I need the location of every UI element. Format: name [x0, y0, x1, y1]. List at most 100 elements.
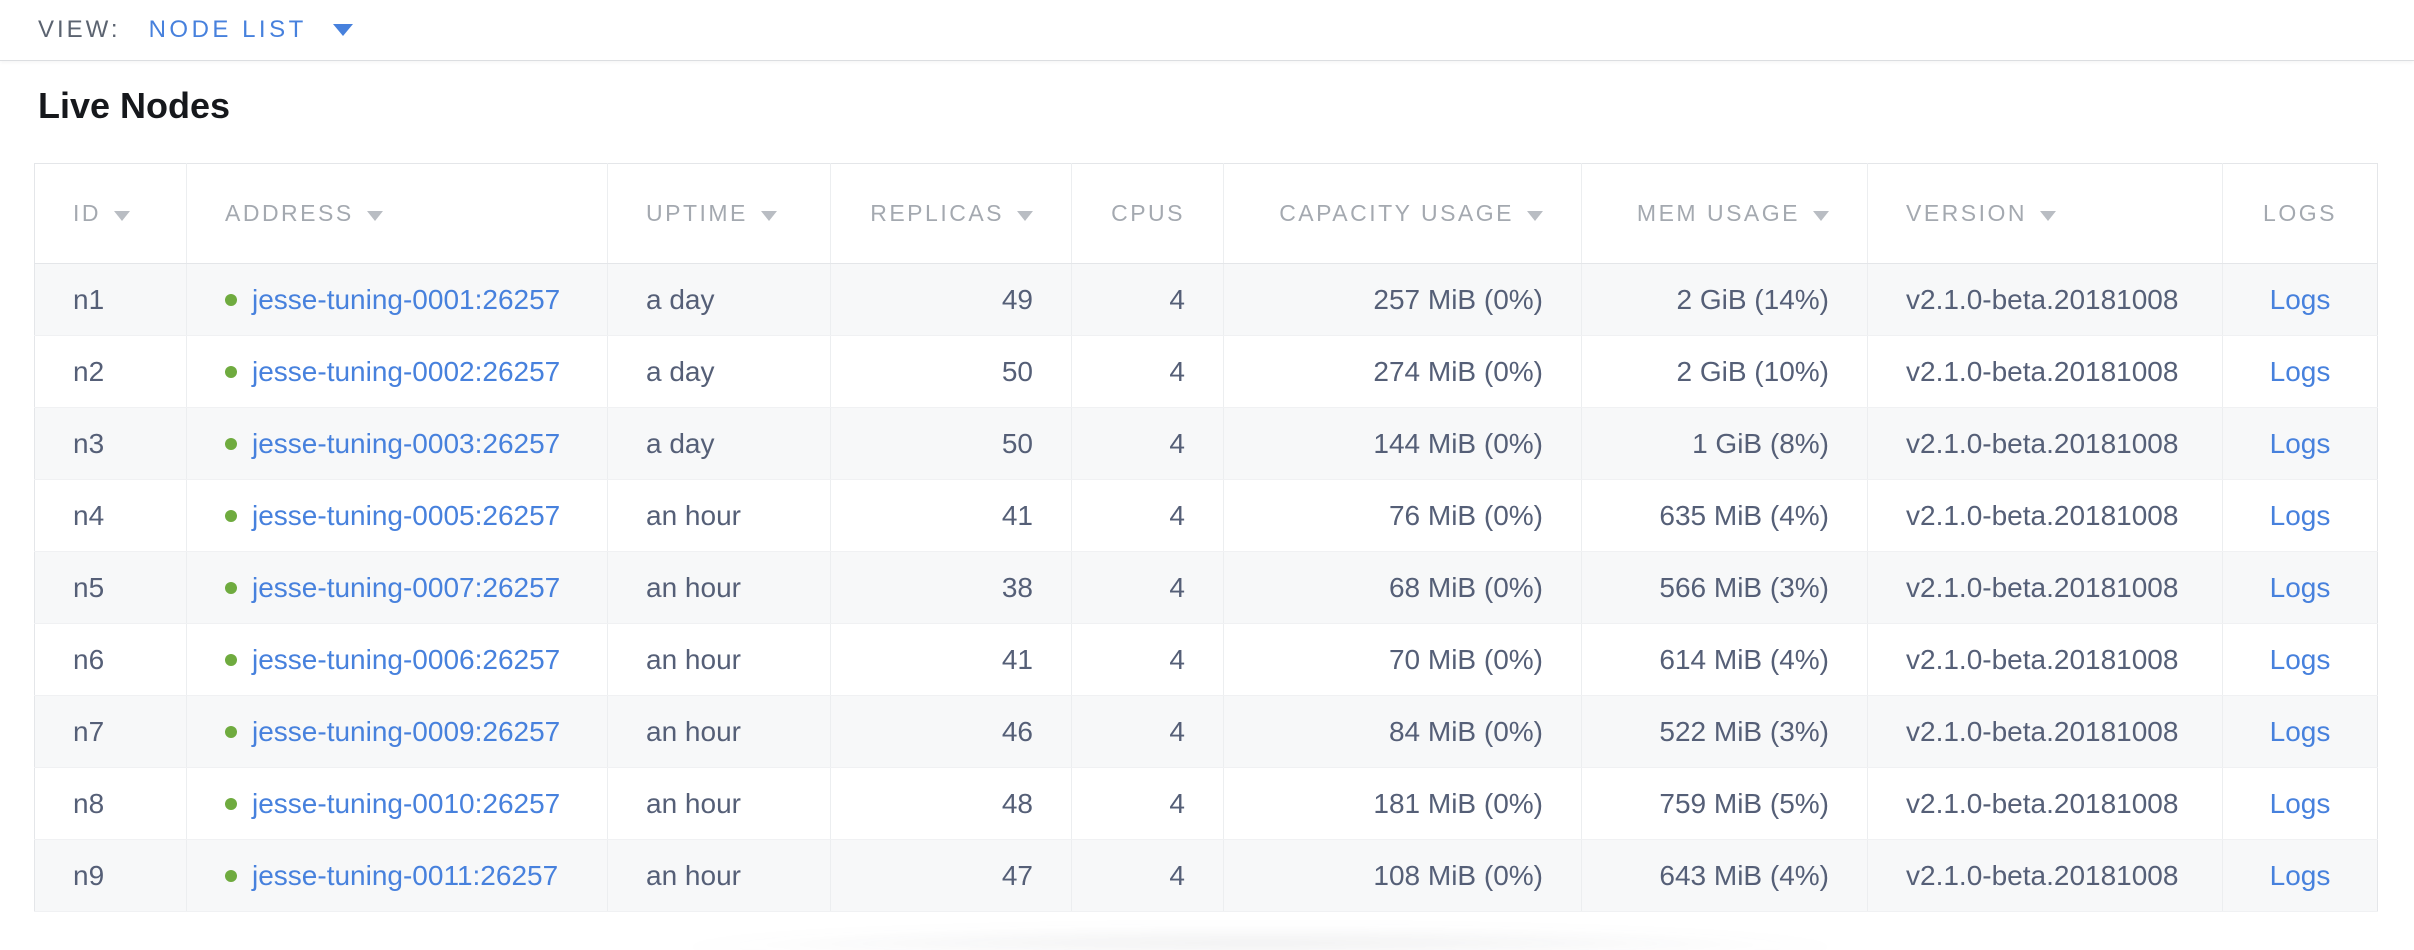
- node-live-status-icon: [225, 653, 237, 666]
- cell-cpus: 4: [1071, 263, 1224, 336]
- cell-capacity: 181 MiB (0%): [1223, 767, 1582, 840]
- node-address-link[interactable]: jesse-tuning-0002:26257: [252, 355, 561, 387]
- sort-caret-icon: [760, 211, 777, 221]
- node-logs-link[interactable]: Logs: [2269, 499, 2331, 531]
- cell-mem: 1 GiB (8%): [1581, 407, 1868, 480]
- node-live-status-icon: [225, 509, 237, 522]
- page-title: Live Nodes: [38, 85, 231, 126]
- cell-capacity: 274 MiB (0%): [1223, 335, 1582, 408]
- column-header-logs: LOGS: [2222, 163, 2378, 264]
- cell-version: v2.1.0-beta.20181008: [1867, 479, 2223, 552]
- cell-logs: Logs: [2222, 623, 2378, 696]
- node-address-link[interactable]: jesse-tuning-0011:26257: [252, 859, 559, 891]
- header-row: ID ADDRESS UPTIME REPLICAS CPUS CAPACITY USAG…: [34, 163, 2378, 264]
- node-address-link[interactable]: jesse-tuning-0007:26257: [252, 571, 561, 603]
- node-logs-link[interactable]: Logs: [2269, 859, 2331, 891]
- cell-cpus: 4: [1071, 479, 1224, 552]
- node-address-link[interactable]: jesse-tuning-0010:26257: [252, 787, 561, 819]
- node-live-status-icon: [225, 437, 237, 450]
- cell-replicas: 49: [830, 263, 1072, 336]
- column-header-mem[interactable]: MEM USAGE: [1581, 163, 1868, 264]
- cell-uptime: a day: [607, 263, 831, 336]
- column-header-address[interactable]: ADDRESS: [186, 163, 608, 264]
- cell-uptime: an hour: [607, 479, 831, 552]
- sort-caret-icon: [2040, 211, 2057, 221]
- cell-uptime: an hour: [607, 839, 831, 912]
- node-address: jesse-tuning-0002:26257: [225, 356, 569, 388]
- cell-uptime: an hour: [607, 551, 831, 624]
- cell-cpus: 4: [1071, 335, 1224, 408]
- cell-mem: 522 MiB (3%): [1581, 695, 1868, 768]
- cell-mem: 614 MiB (4%): [1581, 623, 1868, 696]
- node-address-link[interactable]: jesse-tuning-0009:26257: [252, 715, 561, 747]
- cell-version: v2.1.0-beta.20181008: [1867, 695, 2223, 768]
- cell-id: n8: [34, 767, 187, 840]
- cell-address: jesse-tuning-0007:26257: [186, 551, 608, 624]
- cell-id: n9: [34, 839, 187, 912]
- cell-id: n7: [34, 695, 187, 768]
- column-header-id[interactable]: ID: [34, 163, 187, 264]
- node-address-link[interactable]: jesse-tuning-0005:26257: [252, 499, 561, 531]
- cell-version: v2.1.0-beta.20181008: [1867, 407, 2223, 480]
- table-row: n6 jesse-tuning-0006:26257 an hour 41 4 70 Mi…: [34, 623, 2378, 696]
- cell-capacity: 76 MiB (0%): [1223, 479, 1582, 552]
- cell-address: jesse-tuning-0002:26257: [186, 335, 608, 408]
- node-logs-link[interactable]: Logs: [2269, 643, 2331, 675]
- cell-id: n2: [34, 335, 187, 408]
- node-logs-link[interactable]: Logs: [2269, 355, 2331, 387]
- cell-address: jesse-tuning-0010:26257: [186, 767, 608, 840]
- cell-mem: 566 MiB (3%): [1581, 551, 1868, 624]
- live-nodes-table-container: ID ADDRESS UPTIME REPLICAS CPUS CAPACITY USAG…: [34, 163, 2378, 912]
- column-header-label: ADDRESS: [225, 200, 354, 226]
- column-header-version[interactable]: VERSION: [1867, 163, 2223, 264]
- cell-mem: 635 MiB (4%): [1581, 479, 1868, 552]
- view-selector-dropdown[interactable]: NODE LIST: [149, 16, 353, 44]
- node-live-status-icon: [225, 869, 237, 882]
- cell-id: n3: [34, 407, 187, 480]
- column-header-label: CAPACITY USAGE: [1279, 200, 1514, 226]
- sort-caret-icon: [1017, 211, 1033, 221]
- table-row: n2 jesse-tuning-0002:26257 a day 50 4 274 MiB…: [34, 335, 2378, 408]
- cell-capacity: 257 MiB (0%): [1223, 263, 1582, 336]
- cell-version: v2.1.0-beta.20181008: [1867, 839, 2223, 912]
- cell-logs: Logs: [2222, 839, 2378, 912]
- node-address: jesse-tuning-0011:26257: [225, 860, 569, 892]
- cell-version: v2.1.0-beta.20181008: [1867, 263, 2223, 336]
- cell-version: v2.1.0-beta.20181008: [1867, 767, 2223, 840]
- column-header-capacity[interactable]: CAPACITY USAGE: [1223, 163, 1582, 264]
- below-fold-shadow: [500, 916, 2020, 950]
- cell-replicas: 41: [830, 479, 1072, 552]
- table-row: n8 jesse-tuning-0010:26257 an hour 48 4 181 M…: [34, 767, 2378, 840]
- cell-address: jesse-tuning-0005:26257: [186, 479, 608, 552]
- node-address-link[interactable]: jesse-tuning-0006:26257: [252, 643, 561, 675]
- cell-capacity: 70 MiB (0%): [1223, 623, 1582, 696]
- cell-cpus: 4: [1071, 767, 1224, 840]
- node-logs-link[interactable]: Logs: [2269, 571, 2331, 603]
- node-live-status-icon: [225, 293, 237, 306]
- node-live-status-icon: [225, 581, 237, 594]
- cell-replicas: 47: [830, 839, 1072, 912]
- node-logs-link[interactable]: Logs: [2269, 787, 2331, 819]
- cell-replicas: 41: [830, 623, 1072, 696]
- cell-replicas: 50: [830, 335, 1072, 408]
- cell-uptime: a day: [607, 335, 831, 408]
- column-header-label: LOGS: [2263, 200, 2337, 226]
- node-logs-link[interactable]: Logs: [2269, 715, 2331, 747]
- cell-logs: Logs: [2222, 695, 2378, 768]
- sort-caret-icon: [1813, 211, 1829, 221]
- column-header-label: REPLICAS: [870, 200, 1004, 226]
- node-live-status-icon: [225, 797, 237, 810]
- node-logs-link[interactable]: Logs: [2269, 283, 2331, 315]
- cell-address: jesse-tuning-0003:26257: [186, 407, 608, 480]
- node-address-link[interactable]: jesse-tuning-0001:26257: [252, 283, 561, 315]
- cell-cpus: 4: [1071, 551, 1224, 624]
- node-logs-link[interactable]: Logs: [2269, 427, 2331, 459]
- node-address-link[interactable]: jesse-tuning-0003:26257: [252, 427, 561, 459]
- cell-logs: Logs: [2222, 263, 2378, 336]
- cell-address: jesse-tuning-0011:26257: [186, 839, 608, 912]
- column-header-replicas[interactable]: REPLICAS: [830, 163, 1072, 264]
- cell-mem: 759 MiB (5%): [1581, 767, 1868, 840]
- column-header-uptime[interactable]: UPTIME: [607, 163, 831, 264]
- node-address: jesse-tuning-0001:26257: [225, 284, 569, 316]
- table-header: ID ADDRESS UPTIME REPLICAS CPUS CAPACITY USAG…: [34, 163, 2378, 264]
